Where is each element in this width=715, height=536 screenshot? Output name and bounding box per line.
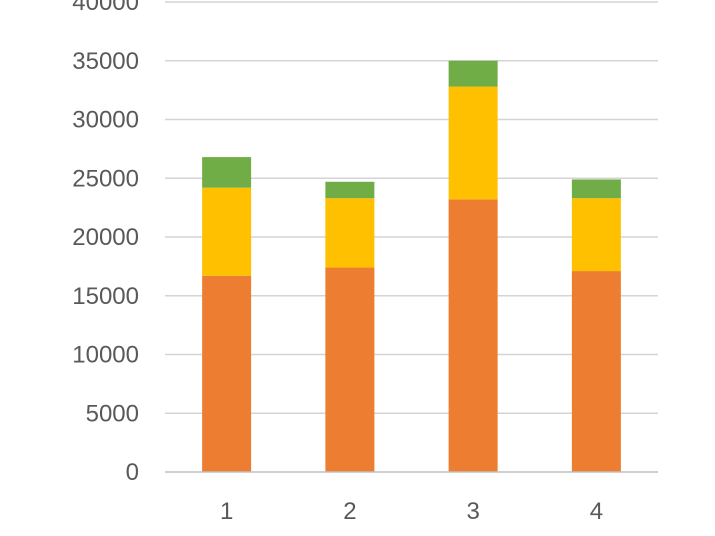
y-tick-labels: 0 5000 10000 15000 20000 25000 30000 35000 40000 [72, 0, 139, 486]
bar-segment-3 [571, 179, 621, 199]
bar-segment-1 [571, 271, 621, 472]
bar-segment-2 [202, 187, 252, 276]
y-tick-label: 25000 [72, 165, 139, 192]
y-tick-label: 10000 [72, 342, 139, 369]
bars [202, 60, 621, 472]
y-tick-label: 40000 [72, 0, 139, 16]
bar-segment-1 [325, 267, 375, 472]
bar-segment-1 [448, 199, 498, 472]
y-tick-label: 5000 [86, 400, 139, 427]
x-tick-labels: 1 2 3 4 [220, 498, 603, 525]
y-tick-label: 20000 [72, 224, 139, 251]
x-tick-label: 3 [466, 498, 479, 525]
bar-segment-2 [448, 86, 498, 200]
x-tick-label: 2 [343, 498, 356, 525]
x-tick-label: 1 [220, 498, 233, 525]
bar-segment-2 [325, 198, 375, 268]
y-tick-label: 30000 [72, 107, 139, 134]
bar-segment-3 [325, 181, 375, 199]
x-tick-label: 4 [590, 498, 603, 525]
y-tick-label: 0 [126, 459, 139, 486]
bar-segment-3 [448, 60, 498, 87]
y-tick-label: 35000 [72, 48, 139, 75]
bar-segment-1 [202, 275, 252, 472]
y-tick-label: 15000 [72, 283, 139, 310]
bar-segment-3 [202, 157, 252, 188]
bar-segment-2 [571, 198, 621, 272]
